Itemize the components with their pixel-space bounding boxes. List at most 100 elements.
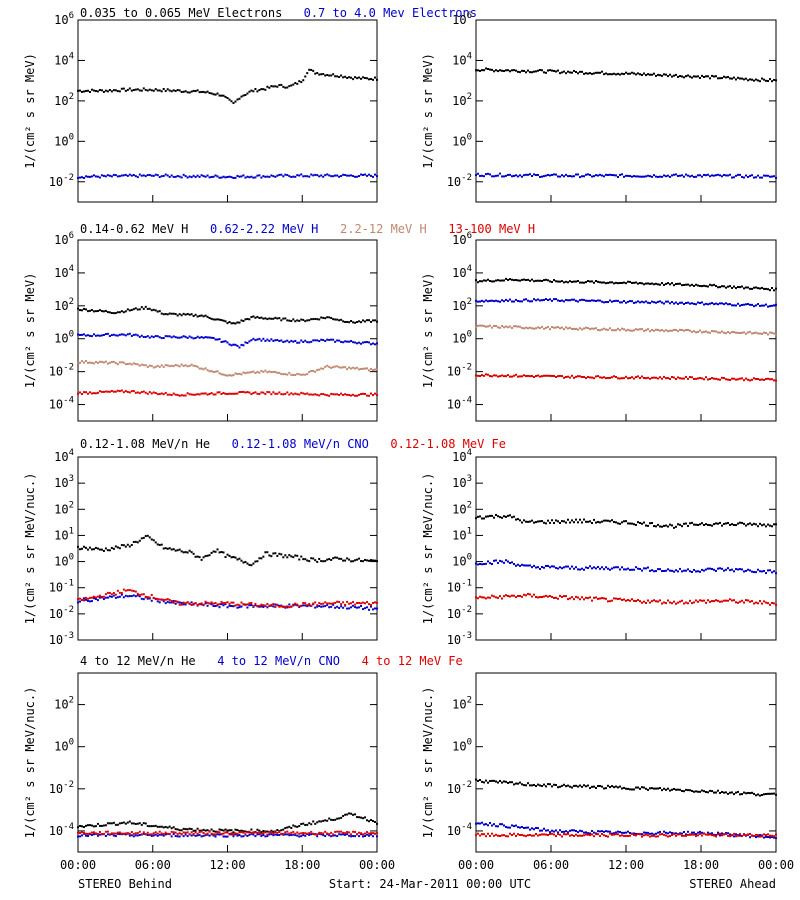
data-point	[751, 378, 753, 381]
data-point	[729, 523, 731, 526]
data-point	[324, 819, 327, 822]
data-point	[112, 834, 115, 837]
data-point	[625, 831, 627, 834]
data-point	[527, 834, 529, 837]
data-point	[553, 565, 555, 568]
data-point	[270, 833, 273, 836]
data-point	[683, 283, 685, 286]
data-point	[94, 825, 97, 828]
data-point	[104, 830, 107, 833]
data-point	[162, 365, 165, 368]
data-point	[701, 568, 703, 571]
data-point	[581, 830, 583, 833]
data-point	[569, 299, 571, 302]
data-point	[757, 568, 759, 571]
data-point	[707, 303, 709, 306]
data-point	[260, 316, 263, 319]
data-point	[547, 173, 549, 176]
data-point	[296, 319, 299, 322]
data-point	[517, 826, 519, 829]
data-point	[354, 321, 357, 324]
data-point	[256, 560, 259, 563]
data-point	[266, 835, 269, 838]
data-point	[657, 175, 659, 178]
data-point	[348, 558, 351, 561]
data-point	[286, 556, 289, 559]
data-point	[310, 604, 313, 607]
data-point	[314, 393, 317, 396]
data-point	[677, 330, 679, 333]
data-point	[348, 340, 351, 343]
data-point	[116, 589, 119, 592]
data-point	[300, 604, 303, 607]
data-point	[763, 331, 765, 334]
data-point	[322, 338, 325, 341]
data-point	[264, 831, 267, 834]
data-point	[352, 78, 355, 81]
data-point	[168, 825, 171, 828]
data-point	[739, 332, 741, 335]
data-point	[755, 78, 757, 81]
data-point	[262, 606, 265, 609]
data-point	[294, 175, 297, 178]
data-point	[547, 829, 549, 832]
data-point	[759, 80, 761, 83]
data-point	[617, 377, 619, 380]
data-point	[599, 567, 601, 570]
data-point	[741, 77, 743, 80]
data-point	[120, 832, 123, 835]
data-point	[310, 68, 313, 71]
data-point	[308, 560, 311, 563]
data-point	[713, 75, 715, 78]
data-point	[172, 392, 175, 395]
data-point	[262, 317, 265, 320]
data-point	[160, 543, 163, 546]
data-point	[641, 833, 643, 836]
data-point	[236, 829, 239, 832]
data-point	[587, 832, 589, 835]
data-point	[264, 369, 267, 372]
data-point	[206, 90, 209, 93]
data-point	[629, 832, 631, 835]
data-point	[104, 175, 107, 178]
data-point	[691, 330, 693, 333]
data-point	[559, 833, 561, 836]
data-point	[613, 566, 615, 569]
data-point	[511, 781, 513, 784]
data-point	[683, 377, 685, 380]
data-point	[156, 825, 159, 828]
data-point	[228, 392, 231, 395]
data-point	[200, 558, 203, 561]
data-point	[330, 818, 333, 821]
data-point	[150, 392, 153, 395]
data-point	[220, 373, 223, 376]
data-point	[222, 551, 225, 554]
data-point	[699, 76, 701, 79]
data-point	[543, 833, 545, 836]
data-point	[226, 97, 229, 100]
data-point	[715, 791, 717, 794]
data-point	[675, 569, 677, 572]
data-point	[673, 600, 675, 603]
data-point	[320, 560, 323, 563]
data-point	[214, 550, 217, 553]
data-point	[206, 601, 209, 604]
data-point	[669, 789, 671, 792]
data-point	[673, 570, 675, 573]
data-point	[617, 327, 619, 330]
data-point	[78, 391, 81, 394]
data-point	[697, 284, 699, 287]
data-point	[493, 324, 495, 327]
data-point	[102, 595, 105, 598]
data-point	[136, 176, 139, 179]
data-point	[254, 339, 257, 342]
data-point	[571, 565, 573, 568]
data-point	[92, 548, 95, 551]
data-point	[659, 175, 661, 178]
data-point	[489, 596, 491, 599]
data-point	[100, 334, 103, 337]
data-point	[737, 173, 739, 176]
data-point	[611, 329, 613, 332]
data-point	[601, 566, 603, 569]
data-point	[681, 377, 683, 380]
